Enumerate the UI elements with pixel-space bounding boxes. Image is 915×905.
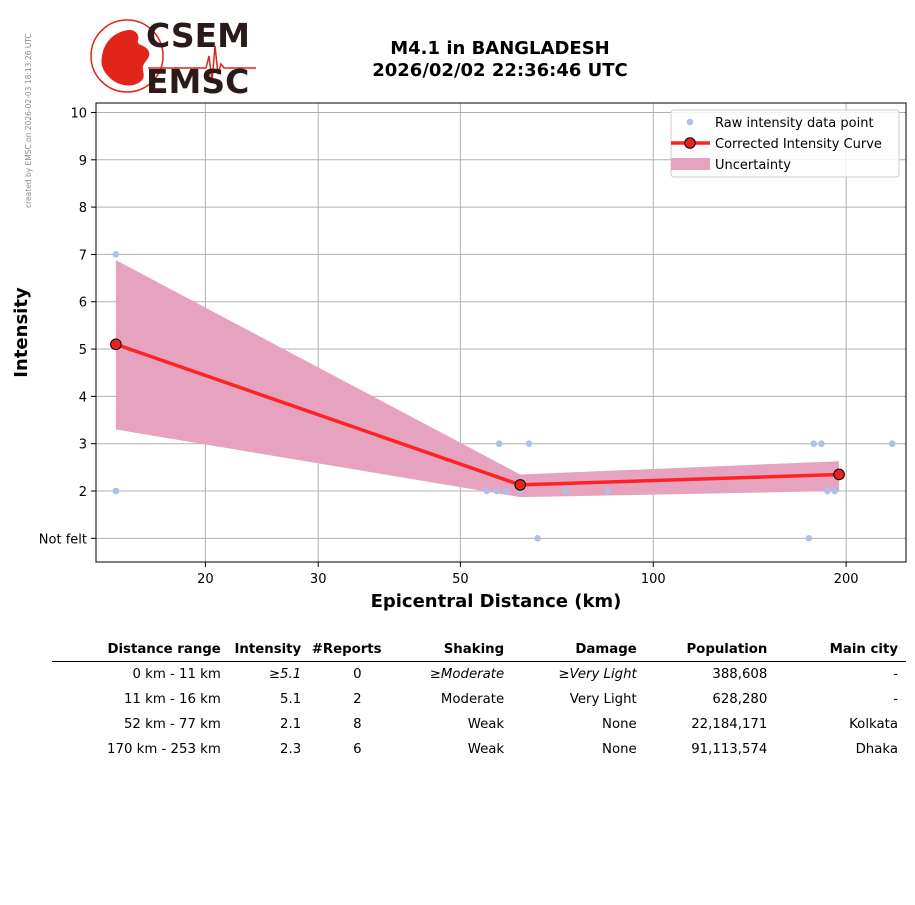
- raw-data-point: [888, 440, 896, 448]
- table-cell: None: [602, 742, 637, 757]
- legend-label: Uncertainty: [715, 158, 791, 173]
- table-cell: 170 km - 253 km: [107, 742, 221, 757]
- emsc-logo: CSEM EMSC: [90, 16, 256, 100]
- uncertainty-band: [115, 260, 840, 498]
- raw-data-point: [831, 487, 839, 495]
- table-cell: ≥Very Light: [558, 667, 637, 682]
- table-cell: Dhaka: [855, 742, 898, 757]
- chart-legend: [670, 109, 900, 178]
- table-cell: 2.1: [280, 717, 302, 732]
- legend-band-swatch: [671, 158, 710, 170]
- raw-data-point: [562, 487, 569, 495]
- plot-frame: [95, 102, 907, 563]
- curve-marker: [833, 468, 845, 481]
- table-cell: 0 km - 11 km: [132, 667, 221, 682]
- logo-seismogram-line: [148, 45, 256, 83]
- table-header-row: Distance range Intensity #Reports Shaking Da…: [52, 640, 906, 662]
- y-tick-label: 6: [79, 296, 87, 311]
- table-row: 0 km - 11 km ≥5.1 0 ≥Moderate ≥Very Light 388…: [52, 662, 906, 688]
- y-tick-label: 8: [79, 201, 87, 216]
- logo-globe-icon: [90, 19, 164, 93]
- table-cell: -: [893, 667, 898, 682]
- logo-bottom-text: EMSC: [146, 62, 249, 100]
- table-cell: 2.3: [280, 742, 302, 757]
- table-cell: -: [893, 692, 898, 707]
- raw-data-point: [534, 535, 541, 542]
- legend-label: Raw intensity data point: [715, 116, 874, 131]
- x-tick-label: 50: [452, 572, 469, 587]
- y-tick-label: 3: [79, 438, 87, 453]
- table-cell: 2: [353, 692, 362, 707]
- y-tick-label: Not felt: [39, 532, 87, 547]
- table-cell: 91,113,574: [691, 742, 768, 757]
- raw-data-point: [604, 487, 612, 495]
- table-row: 52 km - 77 km 2.1 8 Weak None 22,184,171 Kolka…: [52, 712, 906, 737]
- table-cell: 52 km - 77 km: [123, 717, 221, 732]
- y-tick-label: 7: [79, 248, 87, 263]
- table-cell: ≥5.1: [268, 667, 302, 682]
- table-cell: 0: [353, 667, 362, 682]
- table-cell: None: [602, 717, 637, 732]
- raw-data-point: [112, 251, 120, 258]
- intensity-distance-chart: 20 30 50 100 200 Not felt 2 3 4 5 6 7 8 9 10 Epicentral…: [11, 102, 907, 612]
- y-tick-label: 5: [79, 343, 87, 358]
- column-header: Distance range: [52, 640, 229, 662]
- table-cell: 6: [353, 742, 362, 757]
- column-header: Intensity: [228, 640, 310, 662]
- legend-raw-marker: [686, 118, 694, 126]
- raw-data-point: [112, 487, 120, 495]
- table-cell: ≥Moderate: [429, 667, 505, 682]
- table-cell: Moderate: [440, 692, 505, 707]
- y-tick-label: 10: [70, 106, 87, 121]
- table-cell: Kolkata: [849, 717, 898, 732]
- column-header: Population: [644, 640, 776, 662]
- column-header: Shaking: [389, 640, 513, 662]
- column-header: #Reports: [309, 640, 390, 662]
- column-header: Damage: [512, 640, 645, 662]
- x-tick-label: 30: [310, 572, 327, 587]
- curve-marker: [110, 338, 122, 351]
- curve-marker: [514, 479, 527, 491]
- logo-continent-shape: [101, 29, 150, 86]
- raw-data-point: [824, 487, 831, 495]
- table-cell: Weak: [467, 717, 505, 732]
- raw-data-point: [483, 487, 491, 495]
- y-tick-label: 4: [79, 390, 87, 405]
- table-row: 170 km - 253 km 2.3 6 Weak None 91,113,574 Dha…: [52, 737, 906, 762]
- raw-data-point: [525, 440, 533, 448]
- raw-data-point: [503, 487, 510, 495]
- title-datetime: 2026/02/02 22:36:46 UTC: [372, 60, 628, 81]
- legend-label: Corrected Intensity Curve: [715, 137, 882, 152]
- table-cell: 388,608: [712, 667, 768, 682]
- table-cell: 22,184,171: [691, 717, 768, 732]
- credit-text: created by EMSC on 2026-02-03 18:13:26 U…: [24, 33, 33, 208]
- table-cell: 11 km - 16 km: [123, 692, 221, 707]
- table-body: 0 km - 11 km ≥5.1 0 ≥Moderate ≥Very Light 388…: [52, 662, 906, 763]
- table-cell: 8: [353, 717, 362, 732]
- x-tick-label: 200: [834, 572, 859, 587]
- table-cell: Very Light: [569, 692, 637, 707]
- raw-data-point: [495, 440, 503, 448]
- legend-curve-marker: [684, 137, 696, 149]
- y-tick-label: 9: [79, 154, 87, 169]
- x-tick-label: 100: [641, 572, 666, 587]
- table-cell: 5.1: [280, 692, 302, 707]
- table-cell: Weak: [467, 742, 505, 757]
- raw-data-point: [810, 440, 818, 448]
- intensity-summary-table: Distance range Intensity #Reports Shaking Da…: [52, 640, 906, 762]
- y-tick-label: 2: [79, 485, 87, 500]
- x-axis-label: Epicentral Distance (km): [371, 591, 622, 612]
- x-tick-label: 20: [197, 572, 214, 587]
- chart-title: M4.1 in BANGLADESH 2026/02/02 22:36:46 U…: [300, 38, 700, 82]
- logo-top-text: CSEM: [146, 16, 250, 55]
- table-row: 11 km - 16 km 5.1 2 Moderate Very Light 628,2…: [52, 687, 906, 712]
- title-event: M4.1 in BANGLADESH: [390, 38, 610, 59]
- y-axis-label: Intensity: [11, 287, 32, 378]
- table-cell: 628,280: [712, 692, 768, 707]
- creation-credit: created by EMSC on 2026-02-03 18:13:26 U…: [24, 33, 33, 208]
- raw-data-point: [493, 487, 501, 495]
- raw-data-point: [805, 535, 813, 542]
- column-header: Main city: [775, 640, 906, 662]
- raw-data-point: [818, 440, 825, 448]
